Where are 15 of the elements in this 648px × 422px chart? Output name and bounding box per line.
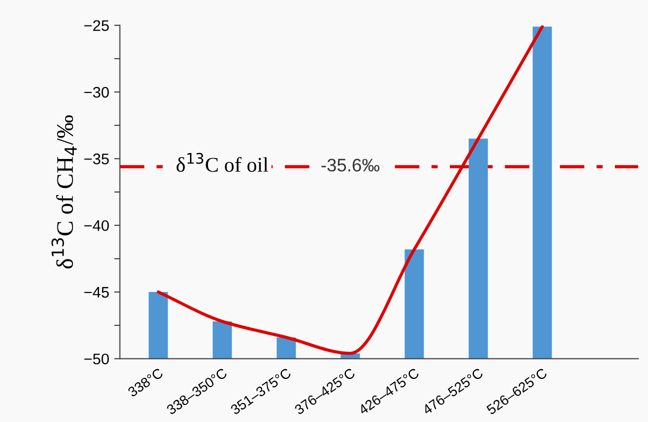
y-tick-label: −35 [84, 154, 109, 164]
bar [148, 292, 168, 359]
y-tick-label: −45 [84, 287, 109, 298]
y-tick-label: −25 [84, 20, 109, 32]
y-axis-title: δ$^{13}$C of CH$_{4}$/‰ [51, 115, 77, 268]
y-tick-label: −40 [84, 220, 109, 232]
annotation: -35.6‰ [321, 158, 380, 172]
y-tick-label: −30 [84, 86, 109, 98]
bar [276, 337, 296, 359]
bar [212, 321, 232, 359]
bar [532, 26, 552, 359]
ref-line-label: δ$^{13}$C of oil [176, 152, 268, 172]
bar [468, 138, 488, 359]
y-tick-label: −50 [84, 354, 109, 364]
bar [404, 249, 424, 359]
